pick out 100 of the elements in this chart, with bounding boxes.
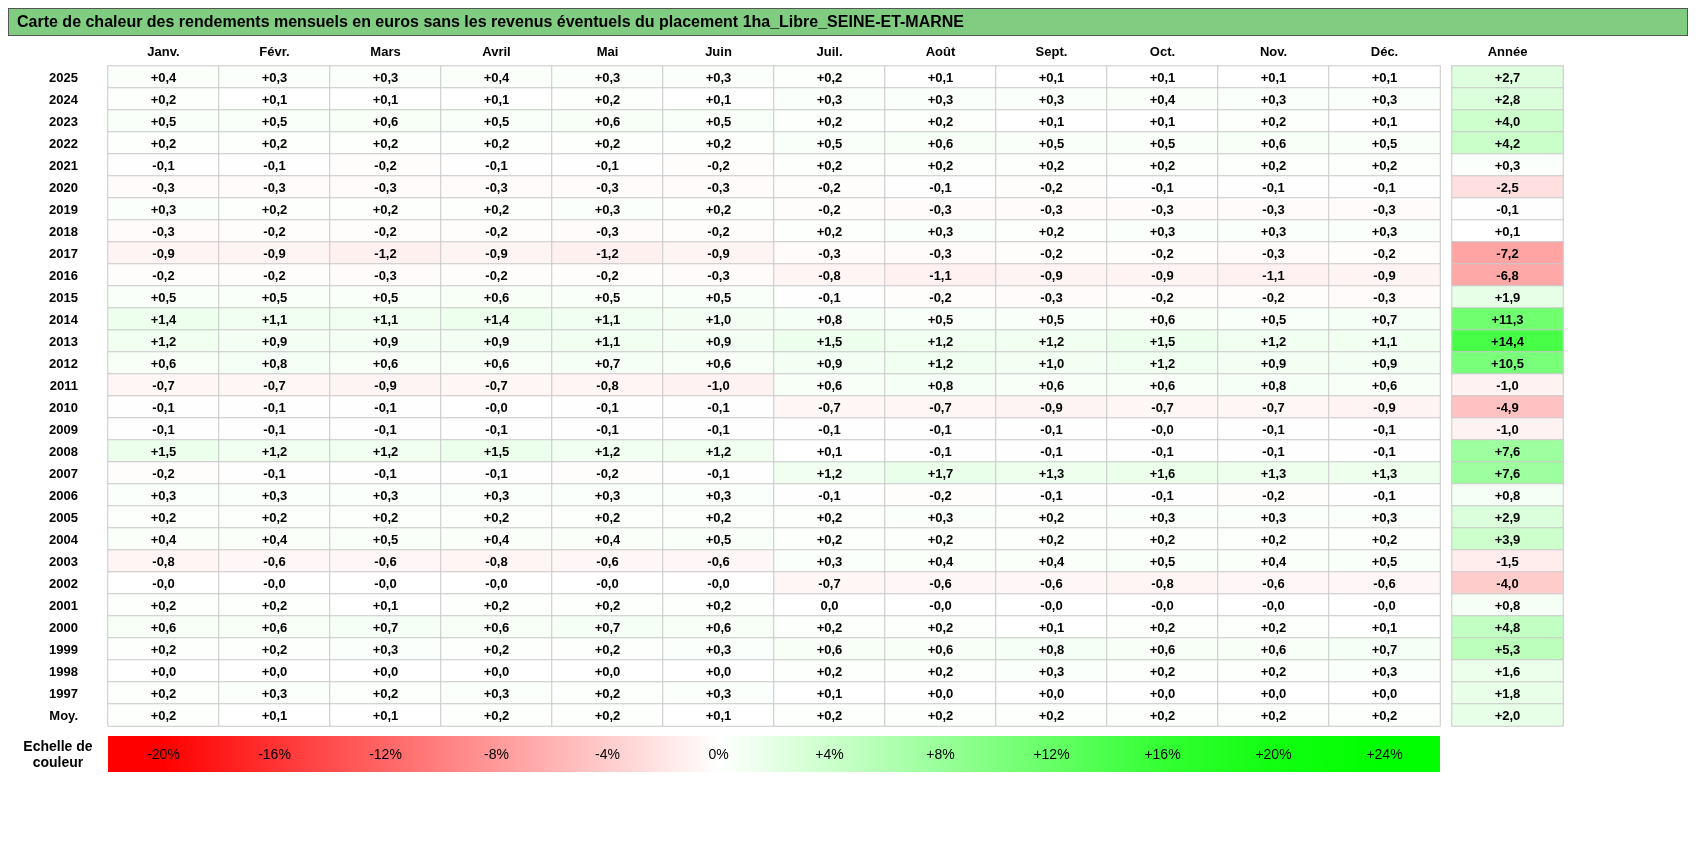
data-label: +0,3 — [150, 201, 177, 217]
data-label: -0,8 — [485, 553, 508, 569]
data-label: +1,2 — [150, 333, 177, 349]
data-label: -0,9 — [707, 245, 730, 261]
data-label: +1,2 — [372, 443, 399, 459]
data-label: -0,2 — [707, 223, 730, 239]
data-label: -0,8 — [596, 377, 619, 393]
data-label: +0,3 — [594, 69, 621, 85]
data-label: +0,2 — [1371, 531, 1398, 547]
data-label: -1,0 — [707, 377, 730, 393]
data-label: +1,4 — [150, 311, 178, 327]
data-label: -0,1 — [596, 421, 619, 437]
data-label: +0,6 — [1149, 311, 1176, 327]
data-label: +0,3 — [705, 641, 732, 657]
data-label: -0,0 — [485, 399, 508, 415]
data-label: +0,2 — [261, 135, 288, 151]
data-label: +0,2 — [1260, 157, 1287, 173]
data-label: 0,0 — [820, 597, 839, 613]
data-label: +1,5 — [1149, 333, 1176, 349]
data-label: +0,3 — [705, 69, 732, 85]
data-label: +0,0 — [261, 663, 288, 679]
data-label: -0,1 — [1373, 179, 1396, 195]
data-label: +0,1 — [927, 69, 954, 85]
data-label: +4,8 — [1494, 619, 1521, 635]
y-tick-label: 2016 — [49, 267, 78, 283]
y-tick-label: 2004 — [49, 531, 79, 547]
data-label: +0,3 — [1260, 223, 1287, 239]
data-label: +0,2 — [594, 641, 621, 657]
data-label: -0,3 — [596, 223, 619, 239]
color-bar-label: 0% — [708, 745, 729, 764]
data-label: -0,7 — [485, 377, 508, 393]
data-label: -0,1 — [485, 421, 508, 437]
data-label: -0,3 — [929, 245, 952, 261]
data-label: +1,6 — [1494, 663, 1521, 679]
data-label: +0,1 — [1260, 69, 1287, 85]
data-label: -7,2 — [1496, 245, 1519, 261]
data-label: -0,9 — [1040, 267, 1063, 283]
color-bar-label: -4% — [595, 745, 620, 764]
data-label: +0,1 — [372, 707, 399, 723]
data-label: -0,2 — [1373, 245, 1396, 261]
data-label: +0,2 — [1371, 157, 1398, 173]
data-label: +0,4 — [1038, 553, 1066, 569]
data-label: +0,5 — [594, 289, 621, 305]
data-label: +0,9 — [261, 333, 288, 349]
data-label: -0,3 — [707, 179, 730, 195]
data-label: +1,1 — [1371, 333, 1398, 349]
data-label: -1,1 — [1262, 267, 1285, 283]
data-label: -0,1 — [1040, 487, 1063, 503]
data-label: +0,1 — [261, 707, 288, 723]
data-label: -0,1 — [707, 465, 730, 481]
y-tick-label: 2014 — [49, 311, 79, 327]
data-label: -0,0 — [929, 597, 952, 613]
data-label: -0,6 — [1373, 575, 1396, 591]
data-label: +0,1 — [1038, 113, 1065, 129]
data-label: +2,8 — [1494, 91, 1521, 107]
data-label: +0,6 — [1260, 135, 1287, 151]
data-label: +0,2 — [483, 707, 510, 723]
data-label: +0,5 — [261, 113, 288, 129]
data-label: -0,1 — [818, 421, 841, 437]
data-label: +0,0 — [705, 663, 732, 679]
data-label: +0,1 — [1371, 69, 1398, 85]
data-label: -0,1 — [707, 399, 730, 415]
data-label: +0,3 — [1371, 509, 1398, 525]
data-label: -1,2 — [374, 245, 397, 261]
data-label: +0,2 — [483, 641, 510, 657]
data-label: -0,1 — [1496, 201, 1519, 217]
data-label: +0,8 — [1260, 377, 1287, 393]
x-tick-label: Févr. — [259, 44, 290, 59]
data-label: +0,5 — [1260, 311, 1287, 327]
data-label: +1,2 — [1149, 355, 1176, 371]
data-label: -0,1 — [1373, 487, 1396, 503]
data-label: -0,9 — [485, 245, 508, 261]
data-label: -0,7 — [1151, 399, 1174, 415]
y-tick-label: 2022 — [49, 135, 78, 151]
data-label: +0,5 — [372, 531, 399, 547]
y-tick-label: 2012 — [49, 355, 78, 371]
data-label: +0,2 — [927, 663, 954, 679]
data-label: -0,3 — [485, 179, 508, 195]
x-tick-label: Août — [925, 44, 956, 59]
data-label: -0,3 — [1151, 201, 1174, 217]
data-label: -0,2 — [929, 289, 952, 305]
data-label: +0,3 — [261, 685, 288, 701]
data-label: +0,2 — [1260, 531, 1287, 547]
data-label: +1,3 — [1371, 465, 1398, 481]
data-label: -0,7 — [1262, 399, 1285, 415]
data-label: +0,3 — [372, 69, 399, 85]
data-label: +0,1 — [1371, 113, 1398, 129]
data-label: -0,2 — [1040, 245, 1063, 261]
data-label: +0,1 — [816, 685, 843, 701]
data-label: +0,1 — [705, 91, 732, 107]
data-label: -0,2 — [485, 267, 508, 283]
data-label: -0,1 — [1373, 443, 1396, 459]
data-label: +0,7 — [372, 619, 399, 635]
data-label: +0,2 — [483, 597, 510, 613]
data-label: +11,3 — [1491, 311, 1524, 327]
data-label: +0,6 — [1038, 377, 1065, 393]
data-label: +0,6 — [150, 355, 177, 371]
data-label: -0,1 — [929, 443, 952, 459]
data-label: +0,8 — [1494, 597, 1521, 613]
data-label: +2,0 — [1494, 707, 1521, 723]
